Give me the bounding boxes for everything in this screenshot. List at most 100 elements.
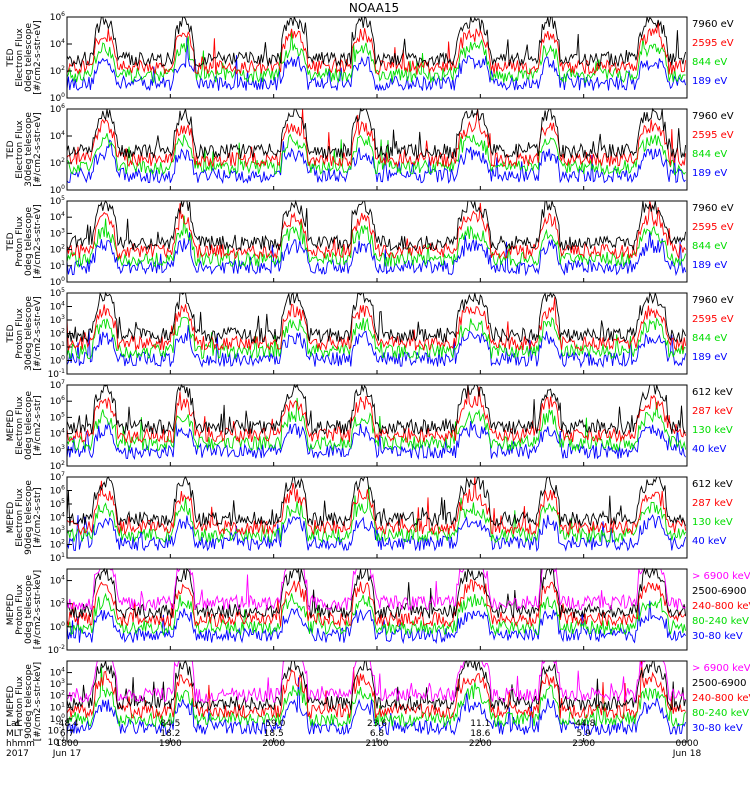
- y-tick-label: 10-2: [48, 644, 66, 656]
- y-tick-label: 104: [50, 130, 65, 142]
- legend-entry: 612 keV: [692, 387, 733, 398]
- y-tick-exponent: 3: [61, 314, 65, 321]
- y-tick-label: 101: [50, 701, 65, 713]
- y-axis-label: 0deg telescope: [24, 207, 34, 277]
- y-tick-exponent: 4: [61, 667, 65, 674]
- y-tick-exponent: 1: [61, 552, 65, 559]
- x-tick-label: 2300: [572, 739, 595, 749]
- y-axis-label: TED: [6, 232, 16, 251]
- x-tick-label: 5.9: [577, 729, 592, 739]
- legend-entry: 844 eV: [692, 333, 727, 344]
- y-tick-label: 105: [50, 411, 65, 423]
- legend-entry: 130 keV: [692, 425, 733, 436]
- y-tick-exponent: 4: [61, 512, 65, 519]
- y-tick-exponent: 3: [61, 525, 65, 532]
- series-trace-8-3: [66, 660, 686, 720]
- series-trace-5-4: [66, 420, 686, 461]
- series-trace-6-3: [66, 485, 686, 544]
- x-tick-label: 0000: [676, 739, 699, 749]
- legend-entry: 612 keV: [692, 479, 733, 490]
- legend-entry: 2595 eV: [692, 314, 734, 325]
- y-tick-exponent: 4: [61, 575, 65, 582]
- series-trace-4-2: [66, 297, 687, 352]
- y-tick-exponent: 5: [61, 498, 65, 505]
- y-tick-label: 104: [50, 575, 65, 587]
- y-tick-label: 106: [50, 485, 65, 497]
- y-tick-label: 106: [50, 11, 65, 23]
- x-tick-label: 6.7: [60, 729, 74, 739]
- y-tick-exponent: 7: [61, 471, 65, 478]
- y-tick-exponent: 5: [61, 287, 65, 294]
- series-trace-2-3: [66, 133, 686, 176]
- y-tick-exponent: 2: [61, 328, 65, 335]
- series-trace-6-1: [66, 475, 687, 528]
- y-axis-label: [#/cm2-s-str-keV]: [33, 570, 43, 649]
- y-tick-exponent: 0: [61, 184, 65, 191]
- y-tick-exponent: -2: [59, 644, 65, 651]
- x-tick-label: 18.2: [160, 729, 180, 739]
- y-tick-label: 103: [50, 314, 65, 326]
- y-axis-label: TED: [6, 140, 16, 159]
- x-tick-label: 84.5: [160, 719, 180, 729]
- x-tick-label: -48.4: [55, 719, 79, 729]
- legend-entry: 7960 eV: [692, 203, 734, 214]
- y-axis-label: [#/cm2-s-str-eV]: [33, 296, 43, 371]
- legend-entry: 189 eV: [692, 168, 727, 179]
- series-trace-3-4: [66, 231, 687, 277]
- y-tick-label: 107: [50, 379, 65, 391]
- y-axis-label: [#/cm2-s-str-eV]: [33, 20, 43, 95]
- y-tick-label: 103: [50, 227, 65, 239]
- series-trace-1-4: [66, 37, 687, 92]
- y-tick-exponent: 3: [61, 678, 65, 685]
- y-tick-exponent: -2: [59, 736, 65, 743]
- y-tick-exponent: 4: [61, 130, 65, 137]
- y-tick-label: 103: [50, 525, 65, 537]
- y-tick-label: 106: [50, 103, 65, 115]
- legend-entry: 30-80 keV: [692, 631, 743, 642]
- y-axis-label: 90deg telescope: [24, 480, 34, 555]
- y-axis-label: MEPED: [6, 502, 16, 534]
- legend-entry: 80-240 keV: [692, 708, 749, 719]
- y-axis-label: TED: [6, 324, 16, 343]
- y-tick-label: 102: [50, 690, 65, 702]
- x-tick-label: -59.0: [262, 719, 286, 729]
- y-tick-label: 103: [50, 444, 65, 456]
- y-tick-label: 102: [50, 539, 65, 551]
- legend-entry: 189 eV: [692, 76, 727, 87]
- y-axis-label: [#/cm2-s-str]: [33, 395, 43, 455]
- legend-entry: 287 keV: [692, 498, 733, 509]
- y-tick-label: 100: [50, 355, 65, 367]
- y-tick-exponent: 3: [61, 227, 65, 234]
- axis-row-label: MLT: [6, 729, 24, 739]
- y-tick-label: 104: [50, 428, 65, 440]
- legend-entry: 130 keV: [692, 517, 733, 528]
- y-axis-label: MEPED: [6, 410, 16, 442]
- y-tick-label: 104: [50, 512, 65, 524]
- series-trace-1-2: [66, 20, 687, 76]
- legend-entry: 844 eV: [692, 241, 727, 252]
- legend-entry: 2500-6900: [692, 586, 747, 597]
- y-tick-label: 107: [50, 471, 65, 483]
- y-tick-label: 104: [50, 211, 65, 223]
- legend-entry: 844 eV: [692, 149, 727, 160]
- y-axis-label: Electron Flux: [15, 28, 25, 87]
- y-tick-label: 100: [50, 621, 65, 633]
- y-tick-label: 106: [50, 395, 65, 407]
- y-tick-exponent: 2: [61, 539, 65, 546]
- x-tick-label: Jun 17: [52, 749, 81, 759]
- y-tick-exponent: 3: [61, 444, 65, 451]
- x-tick-label: 18.5: [264, 729, 284, 739]
- y-axis-label: [#/cm2-s-str-keV]: [33, 662, 43, 741]
- series-trace-7-2: [66, 567, 687, 620]
- y-tick-exponent: 1: [61, 701, 65, 708]
- y-tick-label: 102: [50, 157, 65, 169]
- x-tick-label: 2200: [469, 739, 492, 749]
- y-axis-label: MEPED: [6, 686, 16, 718]
- series-trace-3-3: [66, 215, 687, 269]
- series-trace-4-3: [66, 316, 686, 360]
- legend-entry: 189 eV: [692, 260, 727, 271]
